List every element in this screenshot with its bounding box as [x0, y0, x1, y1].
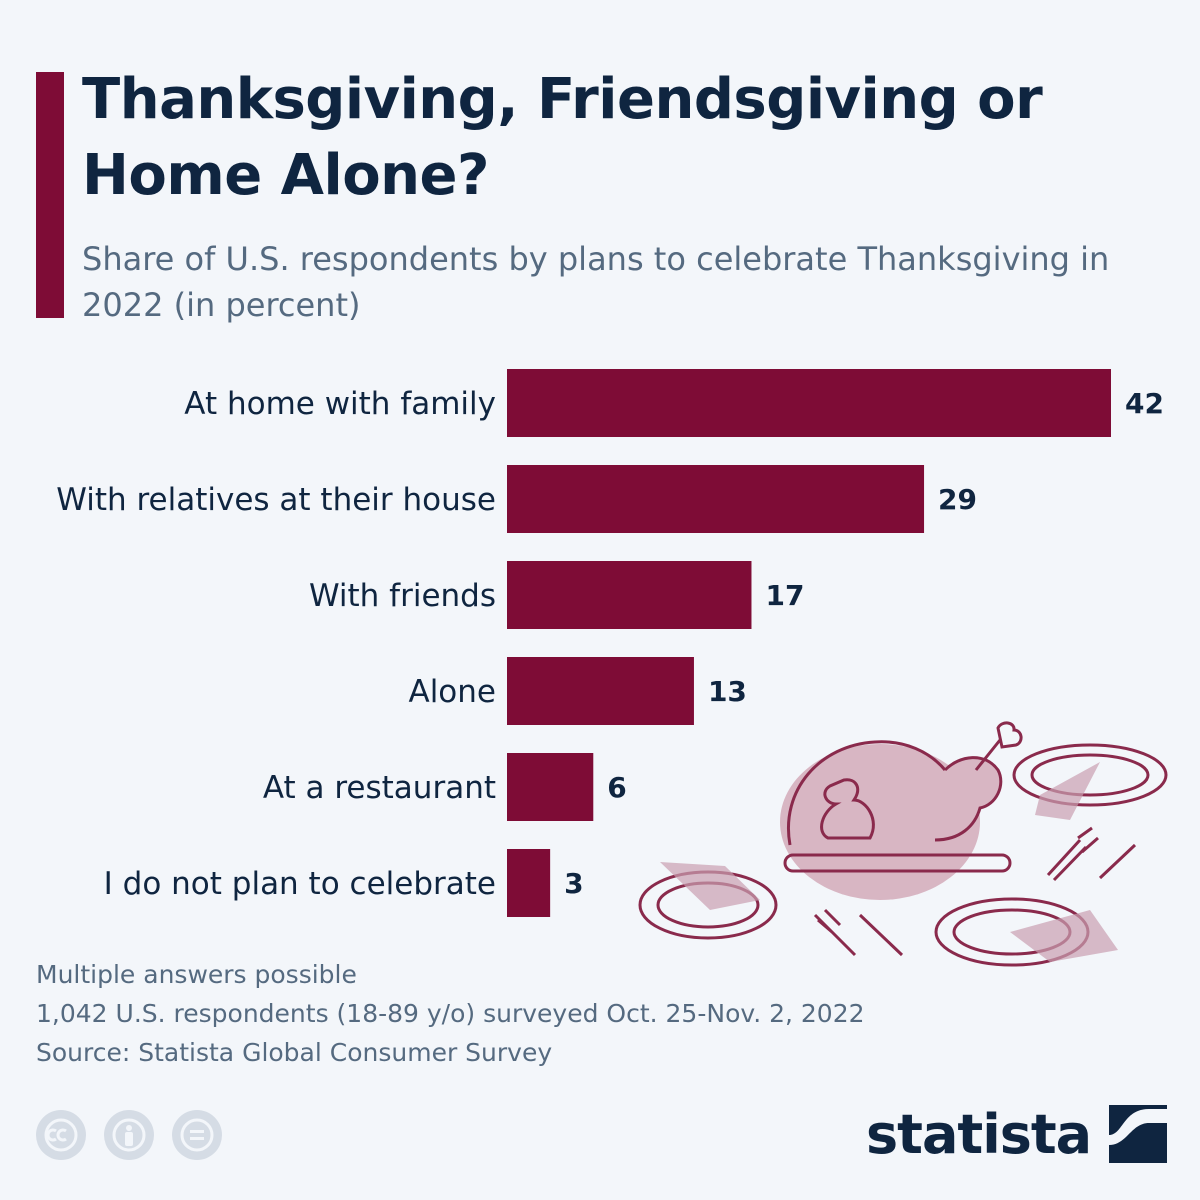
bar-with-relatives-at-their-house: [507, 465, 925, 533]
category-label-i-do-not-plan-to-celebrate: I do not plan to celebrate: [104, 866, 496, 902]
attribution-icon[interactable]: [104, 1110, 154, 1160]
bar-chart: At home with family 42 With relatives at t…: [56, 369, 1164, 917]
value-label-at-a-restaurant: 6: [607, 771, 626, 804]
bar-at-a-restaurant: [507, 753, 594, 821]
chart-title: Thanksgiving, Friendsgiving or Home Alon…: [82, 67, 1043, 208]
category-label-alone: Alone: [408, 674, 496, 710]
value-label-with-friends: 17: [765, 579, 804, 612]
license-icons: [36, 1110, 222, 1164]
statista-logo[interactable]: statista: [866, 1098, 1168, 1170]
value-label-with-relatives-at-their-house: 29: [938, 483, 977, 516]
bar-alone: [507, 657, 694, 725]
chart-notes: Multiple answers possible 1,042 U.S. res…: [36, 955, 1136, 1072]
note-source: Source: Statista Global Consumer Survey: [36, 1038, 553, 1067]
bar-at-home-with-family: [507, 369, 1111, 437]
bar-with-friends: [507, 561, 752, 629]
brand-name: statista: [866, 1102, 1092, 1166]
value-label-at-home-with-family: 42: [1125, 387, 1164, 420]
title-accent-bar: [36, 72, 64, 318]
category-label-at-a-restaurant: At a restaurant: [263, 770, 496, 806]
value-label-i-do-not-plan-to-celebrate: 3: [564, 867, 583, 900]
statista-logo-icon: [1109, 1105, 1168, 1163]
no-derivatives-icon[interactable]: [172, 1110, 222, 1160]
note-respondents: 1,042 U.S. respondents (18-89 y/o) surve…: [36, 999, 865, 1028]
chart-subtitle: Share of U.S. respondents by plans to ce…: [82, 240, 1110, 324]
value-label-alone: 13: [708, 675, 747, 708]
thanksgiving-dinner-illustration: [638, 721, 1168, 967]
category-label-at-home-with-family: At home with family: [184, 386, 496, 422]
bar-i-do-not-plan-to-celebrate: [507, 849, 551, 917]
category-label-with-friends: With friends: [309, 578, 496, 614]
cc-icon[interactable]: [36, 1110, 86, 1160]
category-label-with-relatives-at-their-house: With relatives at their house: [56, 482, 496, 518]
note-multiple-answers: Multiple answers possible: [36, 960, 357, 989]
